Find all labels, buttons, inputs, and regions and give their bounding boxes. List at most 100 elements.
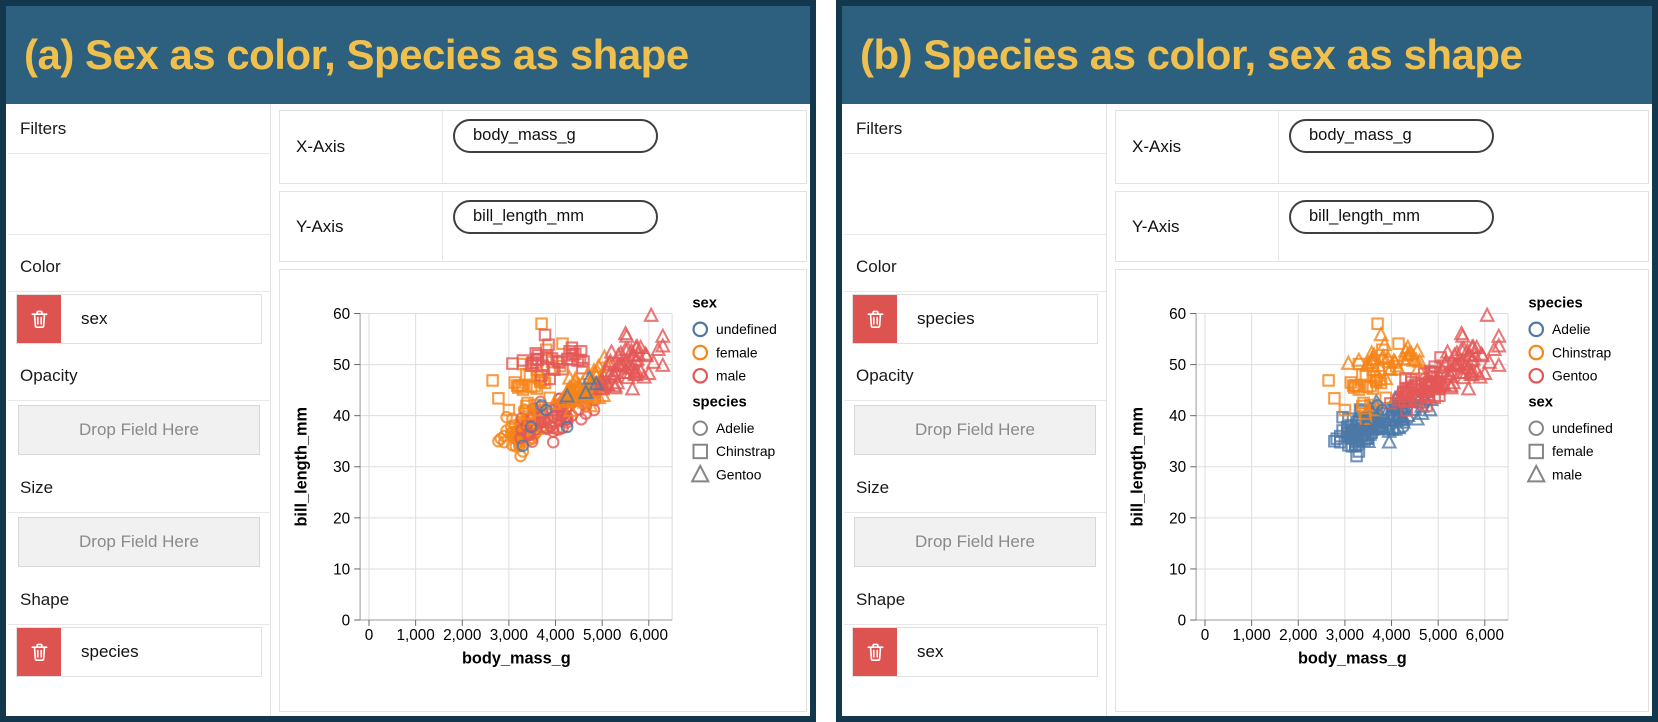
panel-a-title: (a) Sex as color, Species as shape <box>6 6 810 104</box>
svg-text:Adelie: Adelie <box>1552 321 1591 337</box>
svg-text:bill_length_mm: bill_length_mm <box>1129 407 1147 527</box>
svg-text:Gentoo: Gentoo <box>716 466 762 482</box>
y-axis-field-pill[interactable]: bill_length_mm <box>1289 200 1494 234</box>
svg-text:5,000: 5,000 <box>1419 627 1457 644</box>
svg-text:body_mass_g: body_mass_g <box>462 650 571 668</box>
x-axis-label: X-Axis <box>280 111 443 183</box>
svg-text:1,000: 1,000 <box>396 627 434 644</box>
scatter-chart: 0 1,000 2,000 3,000 4,000 5,000 6,000 0 10 20 30 40… <box>293 296 777 668</box>
svg-text:60: 60 <box>333 306 350 323</box>
svg-text:undefined: undefined <box>716 321 777 337</box>
filters-header: Filters <box>8 104 270 154</box>
svg-text:Gentoo: Gentoo <box>1552 368 1598 384</box>
drop-zone-placeholder: Drop Field Here <box>79 532 199 551</box>
remove-shape-field-button[interactable] <box>17 628 61 676</box>
svg-text:0: 0 <box>1201 627 1210 644</box>
encoding-sidebar: Filters Color sex Opacity Drop Field Her… <box>8 104 271 716</box>
filters-header: Filters <box>844 104 1106 154</box>
svg-text:40: 40 <box>1169 408 1186 425</box>
svg-text:20: 20 <box>1169 510 1186 527</box>
opacity-header: Opacity <box>8 351 270 401</box>
shape-field-name: species <box>81 642 139 661</box>
svg-text:0: 0 <box>365 627 374 644</box>
svg-text:6,000: 6,000 <box>630 627 668 644</box>
panel-b: (b) Species as color, sex as shape Filte… <box>836 0 1658 722</box>
x-axis-row: X-Axis body_mass_g <box>279 110 807 184</box>
shape-field-name: sex <box>917 642 944 661</box>
opacity-drop-zone[interactable]: Drop Field Here <box>18 405 260 455</box>
svg-text:Chinstrap: Chinstrap <box>1552 344 1611 360</box>
x-axis-row: X-Axis body_mass_g <box>1115 110 1649 184</box>
y-axis-label: Y-Axis <box>280 192 443 261</box>
svg-text:0: 0 <box>1178 612 1187 629</box>
svg-text:50: 50 <box>333 357 350 374</box>
scatter-plot-card: 0 1,000 2,000 3,000 4,000 5,000 6,000 0 10 20 30 40… <box>1115 269 1649 712</box>
shape-header: Shape <box>8 575 270 625</box>
svg-text:male: male <box>1552 466 1582 482</box>
remove-shape-field-button[interactable] <box>853 628 897 676</box>
svg-text:10: 10 <box>1169 561 1186 578</box>
remove-color-field-button[interactable] <box>17 295 61 343</box>
size-header: Size <box>8 463 270 513</box>
drop-zone-placeholder: Drop Field Here <box>915 420 1035 439</box>
remove-color-field-button[interactable] <box>853 295 897 343</box>
encoding-sidebar: Filters Color species Opacity Drop Field… <box>844 104 1107 716</box>
trash-icon <box>30 310 48 328</box>
panel-a-content: Filters Color sex Opacity Drop Field Her… <box>6 104 810 716</box>
color-header: Color <box>8 242 270 292</box>
svg-text:2,000: 2,000 <box>1279 627 1317 644</box>
svg-text:male: male <box>716 368 746 384</box>
svg-text:body_mass_g: body_mass_g <box>1298 650 1407 668</box>
y-axis-field-pill[interactable]: bill_length_mm <box>453 200 658 234</box>
drop-zone-placeholder: Drop Field Here <box>915 532 1035 551</box>
svg-text:4,000: 4,000 <box>1372 627 1410 644</box>
y-axis-label: Y-Axis <box>1116 192 1279 261</box>
panel-b-title: (b) Species as color, sex as shape <box>842 6 1652 104</box>
svg-text:female: female <box>716 344 758 360</box>
svg-text:female: female <box>1552 443 1594 459</box>
scatter-chart: 0 1,000 2,000 3,000 4,000 5,000 6,000 0 10 20 30 40… <box>1129 296 1613 668</box>
svg-text:10: 10 <box>333 561 350 578</box>
size-drop-zone[interactable]: Drop Field Here <box>854 517 1096 567</box>
y-axis-row: Y-Axis bill_length_mm <box>279 191 807 262</box>
scatter-plot-card: 0 1,000 2,000 3,000 4,000 5,000 6,000 0 10 20 30 40… <box>279 269 807 712</box>
color-field-name: species <box>917 309 975 328</box>
filters-drop-area[interactable] <box>844 154 1106 235</box>
svg-text:4,000: 4,000 <box>536 627 574 644</box>
x-axis-field-pill[interactable]: body_mass_g <box>453 119 658 153</box>
svg-text:3,000: 3,000 <box>490 627 528 644</box>
chart-builder-main: X-Axis body_mass_g Y-Axis bill_length_mm… <box>279 110 807 712</box>
trash-icon <box>866 643 884 661</box>
svg-text:2,000: 2,000 <box>443 627 481 644</box>
svg-text:50: 50 <box>1169 357 1186 374</box>
svg-text:20: 20 <box>333 510 350 527</box>
x-axis-label: X-Axis <box>1116 111 1279 183</box>
color-field-name: sex <box>81 309 108 328</box>
filters-drop-area[interactable] <box>8 154 270 235</box>
svg-text:bill_length_mm: bill_length_mm <box>293 407 311 527</box>
shape-header: Shape <box>844 575 1106 625</box>
drop-zone-placeholder: Drop Field Here <box>79 420 199 439</box>
chart-builder-main: X-Axis body_mass_g Y-Axis bill_length_mm… <box>1115 110 1649 712</box>
shape-field-row: sex <box>852 627 1098 677</box>
svg-text:3,000: 3,000 <box>1326 627 1364 644</box>
svg-text:species: species <box>692 394 746 410</box>
panel-b-content: Filters Color species Opacity Drop Field… <box>842 104 1652 716</box>
x-axis-field-pill[interactable]: body_mass_g <box>1289 119 1494 153</box>
svg-text:40: 40 <box>333 408 350 425</box>
svg-text:60: 60 <box>1169 306 1186 323</box>
svg-text:30: 30 <box>1169 459 1186 476</box>
size-drop-zone[interactable]: Drop Field Here <box>18 517 260 567</box>
color-field-row: sex <box>16 294 262 344</box>
trash-icon <box>30 643 48 661</box>
size-header: Size <box>844 463 1106 513</box>
color-header: Color <box>844 242 1106 292</box>
opacity-drop-zone[interactable]: Drop Field Here <box>854 405 1096 455</box>
svg-text:species: species <box>1528 296 1582 312</box>
svg-text:Chinstrap: Chinstrap <box>716 443 775 459</box>
svg-text:6,000: 6,000 <box>1466 627 1504 644</box>
shape-field-row: species <box>16 627 262 677</box>
svg-text:sex: sex <box>1528 394 1553 410</box>
trash-icon <box>866 310 884 328</box>
svg-text:30: 30 <box>333 459 350 476</box>
